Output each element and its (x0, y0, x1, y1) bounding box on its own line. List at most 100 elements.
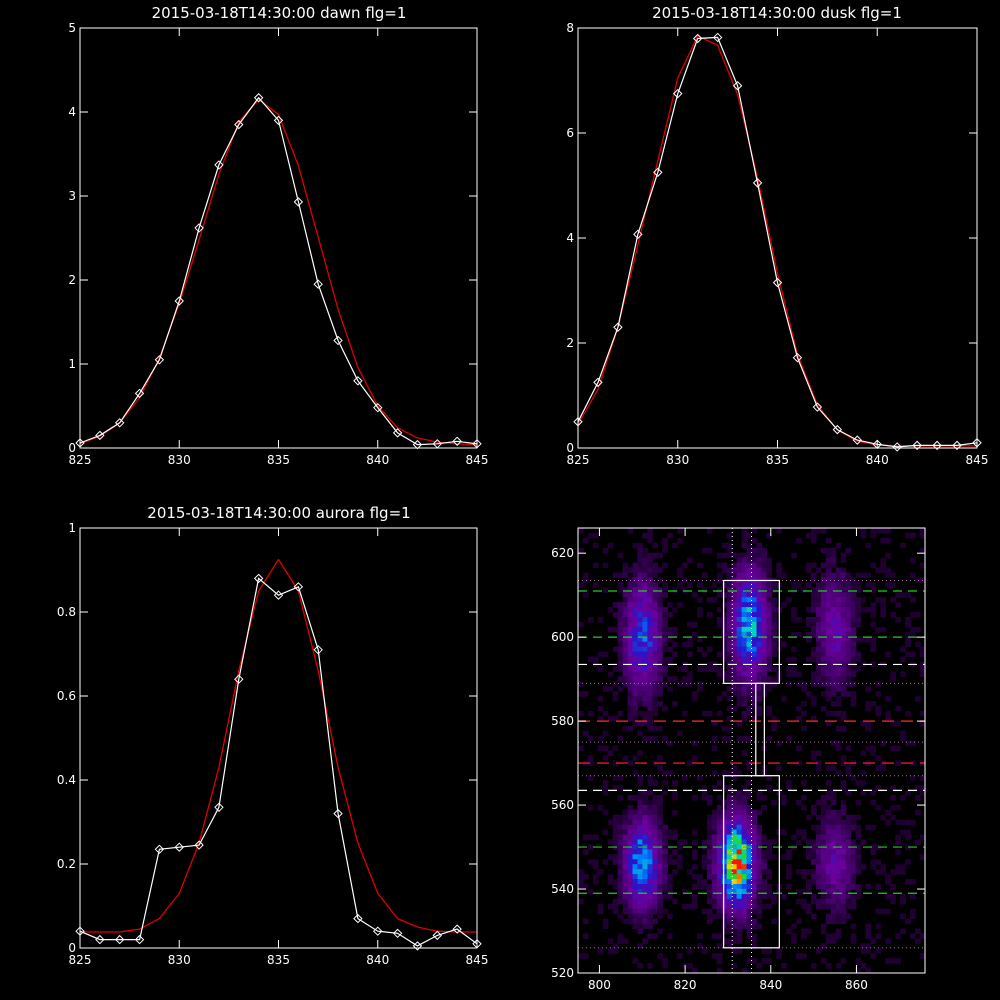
heatmap-cell (840, 859, 847, 865)
y-tick-label: 0.2 (57, 857, 76, 871)
heatmap-cell (721, 819, 728, 826)
heatmap-cell (811, 577, 817, 583)
heatmap-cell (647, 671, 653, 677)
heatmap-cell (672, 651, 678, 658)
heatmap-cell (840, 884, 847, 890)
heatmap-cell (736, 913, 743, 920)
heatmap-cell (607, 607, 614, 613)
heatmap-cell (751, 933, 758, 939)
heatmap-cell (647, 829, 653, 836)
heatmap-cell (850, 903, 857, 910)
heatmap-cell (746, 626, 753, 633)
heatmap-cell (726, 725, 733, 732)
heatmap-cell (900, 898, 906, 905)
heatmap-cell (915, 809, 921, 816)
heatmap-cell (746, 710, 753, 717)
heatmap-cell (632, 681, 639, 687)
heatmap-cell (706, 547, 713, 554)
heatmap-cell (840, 854, 847, 860)
heatmap-cell (845, 745, 852, 752)
heatmap-cell (726, 671, 733, 677)
heatmap-cell (622, 869, 629, 875)
heatmap-cell (751, 839, 758, 845)
heatmap-cell (825, 621, 832, 628)
heatmap-cell (830, 938, 837, 944)
heatmap-cell (736, 888, 743, 895)
heatmap-cell (741, 631, 748, 638)
heatmap-cell (830, 884, 837, 890)
heatmap-cell (736, 859, 743, 865)
heatmap-cell (781, 602, 787, 608)
heatmap-cell (756, 869, 763, 875)
heatmap-cell (736, 691, 743, 697)
heatmap-cell (825, 676, 832, 682)
heatmap-cell (642, 656, 648, 663)
heatmap-cell (706, 646, 713, 653)
heatmap-cell (820, 691, 827, 697)
heatmap-cell (751, 943, 758, 949)
heatmap-cell (820, 577, 827, 583)
heatmap-cell (865, 720, 872, 727)
heatmap-cell (850, 587, 857, 593)
heatmap-cell (900, 819, 906, 826)
heatmap-cell (820, 809, 827, 816)
heatmap-cell (711, 859, 718, 865)
heatmap-cell (662, 582, 668, 588)
heatmap-cell (642, 710, 648, 717)
heatmap-cell (811, 755, 817, 761)
heatmap-cell (706, 799, 713, 806)
heatmap-cell (697, 597, 703, 603)
heatmap-cell (617, 819, 624, 826)
heatmap-cell (647, 804, 653, 811)
data-point (273, 115, 284, 126)
heatmap-cell (642, 582, 648, 588)
heatmap-cell (751, 859, 758, 865)
heatmap-cell (711, 839, 718, 845)
heatmap-cell (811, 844, 817, 850)
heatmap-cell (870, 646, 877, 653)
heatmap-cell (652, 839, 658, 845)
heatmap-cell (726, 819, 733, 826)
heatmap-cell (706, 844, 713, 850)
heatmap-cell (820, 879, 827, 885)
heatmap-cell (627, 602, 634, 608)
heatmap-cell (825, 834, 832, 841)
x-tick-label: 800 (588, 978, 611, 992)
heatmap-cell (811, 854, 817, 860)
heatmap-cell (612, 948, 619, 954)
heatmap-cell (766, 661, 772, 667)
aurora-title: 2015-03-18T14:30:00 aurora flg=1 (147, 504, 410, 522)
heatmap-cell (806, 879, 812, 885)
heatmap-cell (642, 849, 648, 855)
heatmap-cell (647, 824, 653, 831)
heatmap-cell (602, 755, 609, 761)
heatmap-cell (657, 597, 663, 603)
heatmap-cell (587, 844, 594, 850)
heatmap-cell (721, 725, 728, 732)
heatmap-cell (741, 859, 748, 865)
heatmap-cell (825, 963, 832, 969)
heatmap-cell (746, 542, 753, 549)
heatmap-cell (716, 859, 723, 865)
heatmap-cell (647, 799, 653, 806)
heatmap-cell (766, 646, 772, 653)
heatmap-cell (825, 854, 832, 860)
heatmap-cell (786, 884, 792, 890)
heatmap-cell (622, 592, 629, 598)
heatmap-cell (736, 735, 743, 742)
heatmap-cell (915, 795, 921, 801)
heatmap-cell (746, 879, 753, 885)
heatmap-cell (721, 893, 728, 900)
heatmap-cell (796, 898, 802, 905)
heatmap-cell (637, 775, 644, 781)
heatmap-cell (830, 701, 837, 707)
heatmap-cell (736, 587, 743, 593)
heatmap-cell (736, 557, 743, 564)
heatmap-cell (910, 626, 916, 633)
heatmap-cell (731, 819, 738, 826)
heatmap-cell (850, 597, 857, 603)
heatmap-cell (786, 849, 792, 855)
heatmap-cell (662, 621, 668, 628)
heatmap-cell (776, 740, 782, 747)
heatmap-cell (870, 532, 877, 539)
